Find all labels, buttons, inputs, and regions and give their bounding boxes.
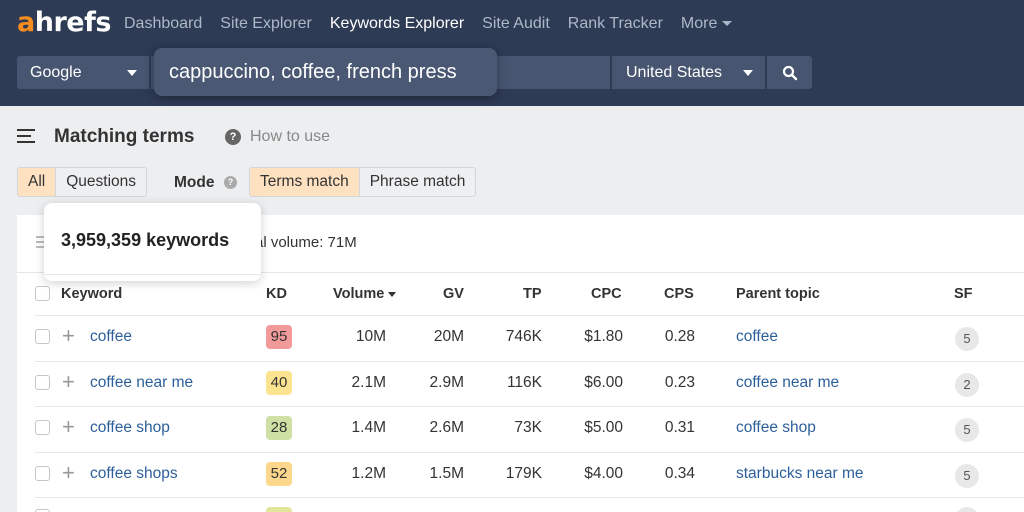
keywords-input[interactable]: cappuccino, coffee, french press [154, 48, 497, 96]
search-engine-select[interactable]: Google [17, 56, 149, 89]
nav-site-explorer[interactable]: Site Explorer [220, 15, 312, 32]
menu-icon[interactable] [17, 129, 35, 147]
keyword-link[interactable]: coffee near me [90, 374, 194, 391]
table-row: + coffee shop 28 1.4M 2.6M 73K $5.00 0.3… [0, 406, 1024, 452]
cpc-value: $5.00 [584, 419, 623, 436]
row-checkbox[interactable] [35, 420, 50, 435]
ahrefs-logo[interactable]: ahrefs [17, 7, 111, 38]
gv-value: 2.6M [429, 419, 464, 436]
col-keyword[interactable]: Keyword [61, 286, 123, 302]
col-cpc[interactable]: CPC [591, 286, 622, 302]
list-icon[interactable] [36, 236, 46, 251]
top-navigation-bar: ahrefs Dashboard Site Explorer Keywords … [0, 0, 1024, 106]
divider [17, 272, 1024, 273]
cps-value: 0.23 [664, 374, 695, 391]
mode-phrase-match[interactable]: Phrase match [358, 168, 476, 196]
country-select[interactable]: United States [612, 56, 765, 89]
kd-badge: 52 [266, 462, 292, 486]
nav-dashboard[interactable]: Dashboard [124, 15, 203, 32]
keyword-count-tooltip: 3,959,359 keywords [44, 203, 261, 281]
plus-icon[interactable]: + [62, 369, 75, 394]
row-checkbox[interactable] [35, 466, 50, 481]
nav-site-audit[interactable]: Site Audit [482, 15, 550, 32]
gv-value: 20M [433, 328, 464, 345]
parent-topic-link[interactable]: coffee [736, 328, 778, 345]
kd-badge [266, 507, 292, 512]
col-sf[interactable]: SF [954, 286, 973, 302]
cps-value: 0.31 [664, 419, 695, 436]
cpc-value: $6.00 [584, 374, 623, 391]
nav-rank-tracker[interactable]: Rank Tracker [567, 15, 663, 32]
table-header: Keyword KD Volume GV TP CPC CPS Parent t… [0, 280, 1024, 316]
parent-topic-link[interactable]: coffee shop [736, 419, 816, 436]
question-icon[interactable]: ? [224, 176, 237, 189]
volume-value: 1.4M [351, 419, 386, 436]
sf-badge[interactable]: 5 [955, 327, 979, 351]
plus-icon[interactable]: + [62, 414, 75, 439]
cps-value: 0.28 [664, 328, 695, 345]
col-kd[interactable]: KD [266, 286, 287, 302]
tp-value: 116K [506, 374, 542, 391]
table-row: + coffee 95 10M 20M 746K $1.80 0.28 coff… [0, 315, 1024, 361]
keyword-link[interactable]: coffee shops [90, 465, 178, 482]
caret-down-icon [743, 70, 753, 76]
cpc-value: $4.00 [584, 465, 623, 482]
search-icon [782, 65, 797, 80]
caret-down-icon [722, 21, 733, 27]
tp-value: 746K [505, 328, 542, 345]
volume-value: 2.1M [351, 374, 386, 391]
main-nav: Dashboard Site Explorer Keywords Explore… [124, 14, 750, 34]
keyword-link[interactable]: coffee [90, 328, 132, 345]
keyword-link[interactable]: coffee shop [90, 419, 170, 436]
page-title: Matching terms [54, 126, 195, 147]
sf-badge[interactable]: 2 [955, 373, 979, 397]
row-checkbox[interactable] [35, 375, 50, 390]
type-filter: All Questions [17, 167, 148, 197]
gv-value: 2.9M [429, 374, 464, 391]
select-all-checkbox[interactable] [35, 286, 50, 301]
kd-badge: 28 [266, 416, 292, 440]
table-row: + coffee near me 40 2.1M 2.9M 116K $6.00… [0, 361, 1024, 407]
total-volume: al volume: 71M [255, 234, 357, 251]
question-icon[interactable]: ? [225, 129, 241, 145]
col-gv[interactable]: GV [443, 286, 464, 302]
sf-badge[interactable]: 5 [955, 464, 979, 488]
mode-terms-match[interactable]: Terms match [250, 168, 359, 196]
plus-icon[interactable]: + [62, 323, 75, 348]
sort-desc-icon [388, 291, 397, 297]
parent-topic-link[interactable]: coffee near me [736, 374, 840, 391]
caret-down-icon [127, 70, 137, 76]
keyword-count: 3,959,359 keywords [61, 230, 230, 250]
filter-all[interactable]: All [18, 168, 56, 196]
table-row: + coffee shops 52 1.2M 1.5M 179K $4.00 0… [0, 452, 1024, 498]
row-checkbox[interactable] [35, 329, 50, 344]
nav-keywords-explorer[interactable]: Keywords Explorer [329, 15, 465, 32]
sf-badge[interactable] [955, 507, 979, 512]
results-panel: al volume: 71M [17, 215, 1024, 512]
volume-value: 1.2M [351, 465, 386, 482]
filter-questions[interactable]: Questions [55, 168, 146, 196]
tp-value: 73K [514, 419, 542, 436]
kd-badge: 95 [266, 325, 292, 349]
col-cps[interactable]: CPS [664, 286, 694, 302]
volume-value: 10M [355, 328, 386, 345]
mode-label: Mode [174, 174, 215, 191]
col-volume[interactable]: Volume [333, 286, 397, 302]
sf-badge[interactable]: 5 [955, 418, 979, 442]
col-tp[interactable]: TP [523, 286, 542, 302]
search-button[interactable] [767, 56, 812, 89]
plus-icon[interactable]: + [62, 460, 75, 485]
nav-more[interactable]: More [681, 14, 733, 34]
cpc-value: $1.80 [584, 328, 623, 345]
tp-value: 179K [505, 465, 542, 482]
parent-topic-link[interactable]: starbucks near me [736, 465, 864, 482]
kd-badge: 40 [266, 371, 292, 395]
cps-value: 0.34 [664, 465, 695, 482]
table-row-partial [0, 497, 1024, 512]
col-parent-topic[interactable]: Parent topic [736, 286, 820, 302]
how-to-use-link[interactable]: How to use [250, 128, 331, 145]
mode-filter: Terms match Phrase match [249, 167, 477, 197]
gv-value: 1.5M [429, 465, 464, 482]
row-checkbox[interactable] [35, 509, 50, 512]
